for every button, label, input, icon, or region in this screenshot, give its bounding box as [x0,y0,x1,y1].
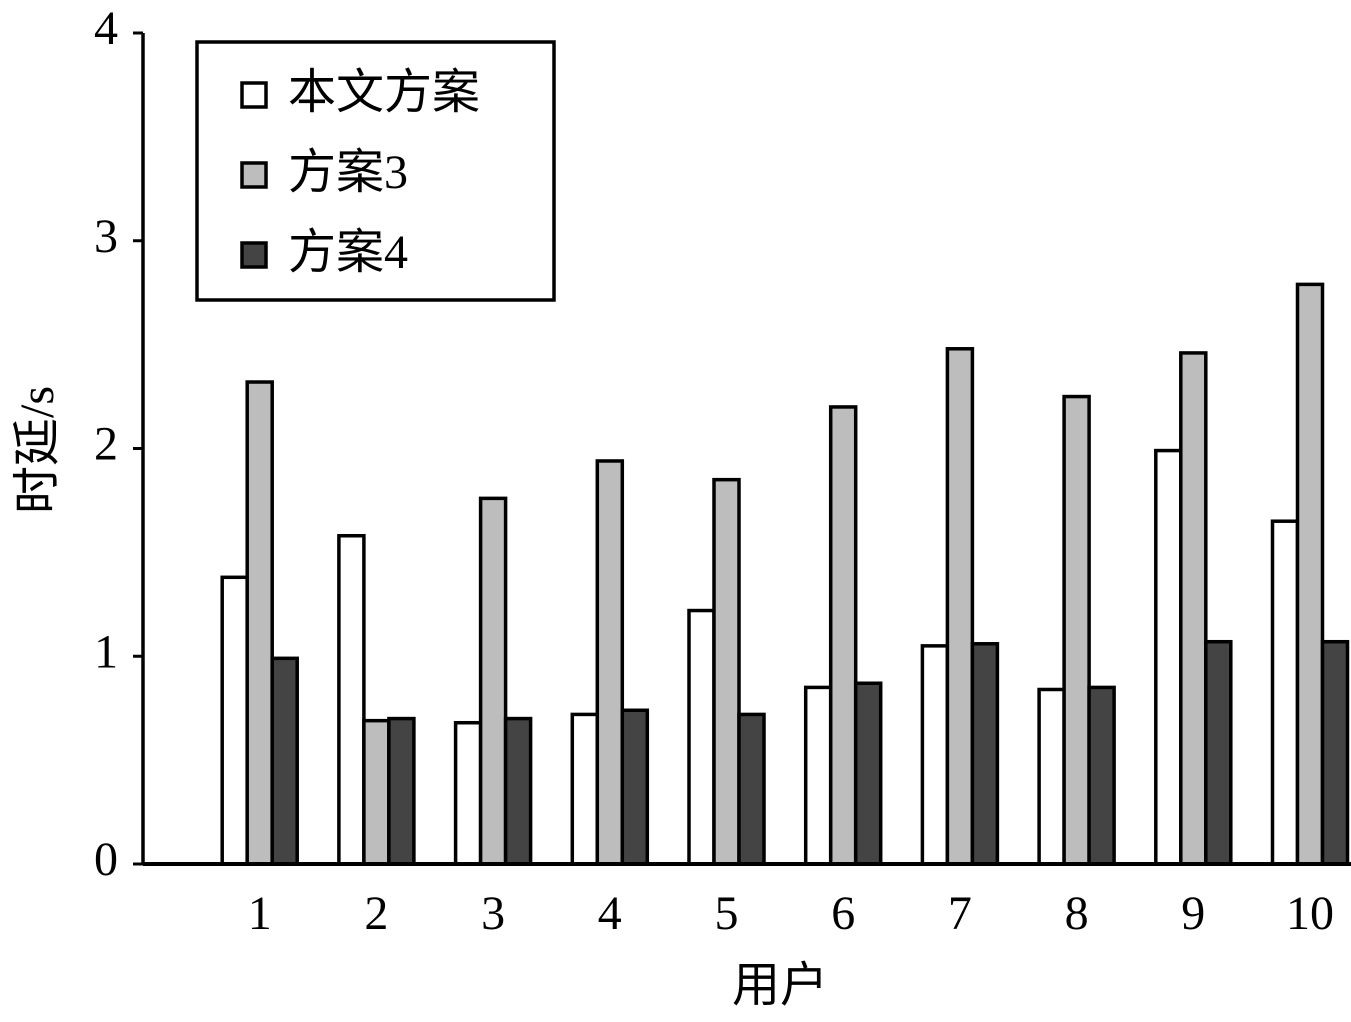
bar [920,644,950,866]
bar [1037,687,1066,866]
bar [620,708,650,866]
bar [453,720,483,866]
bar [1179,351,1208,866]
legend-swatch [240,241,268,269]
bar [503,716,533,866]
x-tick-label: 5 [715,887,739,940]
bar [220,575,249,866]
bar [1320,639,1350,866]
x-tick-label: 6 [831,887,855,940]
bar [737,712,766,866]
bar [1087,685,1116,866]
bar [945,347,975,866]
bar [712,477,741,866]
bar [362,718,391,866]
y-tick-label: 3 [94,210,118,263]
x-axis-label: 用户 [732,959,828,1012]
x-tick-label: 1 [248,887,272,940]
x-tick-label: 10 [1286,887,1334,940]
bar [1154,448,1183,866]
bar [828,405,858,866]
legend-label: 本文方案 [288,66,480,119]
bar [387,716,416,866]
bar [1295,282,1325,866]
legend-swatch [240,161,268,189]
bar [853,681,883,866]
bar [970,642,1000,866]
x-tick-label: 7 [948,887,972,940]
bar [1062,394,1091,866]
y-tick-label: 1 [94,625,118,678]
x-tick-label: 4 [598,887,622,940]
bar [245,380,274,866]
bar [570,712,600,866]
bar [478,496,508,866]
x-tick-label: 3 [481,887,505,940]
bar [1270,519,1300,866]
bar [687,608,716,866]
bar [270,656,299,866]
y-tick-label: 2 [94,418,118,471]
x-tick-label: 9 [1181,887,1205,940]
legend-label: 方案3 [288,146,408,199]
bar [1204,639,1233,866]
x-tick-label: 8 [1065,887,1089,940]
legend-swatch [240,81,268,109]
y-tick-label: 0 [94,833,118,886]
y-axis-label: 时延/s [11,386,64,514]
bar [803,685,833,866]
x-tick-label: 2 [364,887,388,940]
legend-label: 方案4 [288,226,408,279]
y-tick-label: 4 [94,2,118,55]
bar [337,534,366,866]
bar [595,459,625,866]
